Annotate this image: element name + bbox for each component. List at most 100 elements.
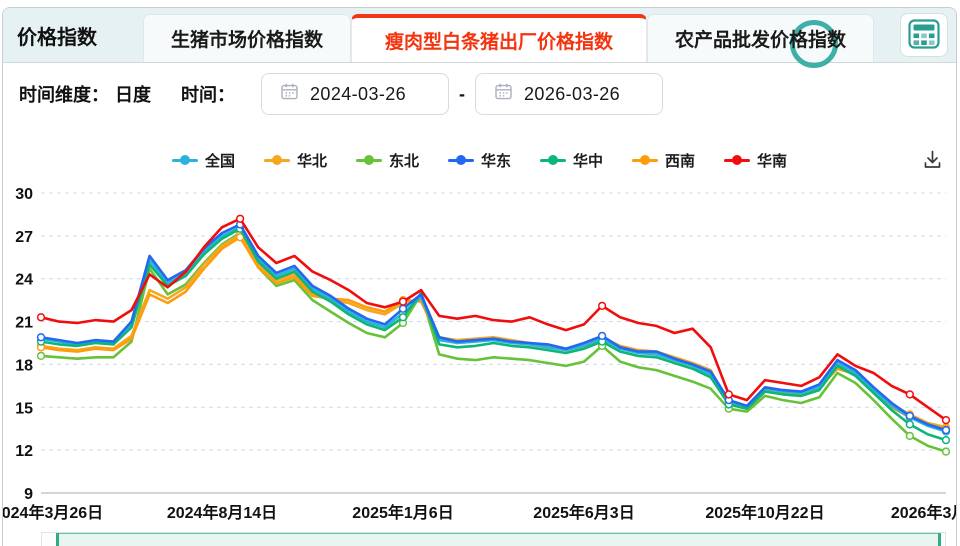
filter-row: 时间维度： 日度 时间： 2024-03-26 -: [3, 63, 956, 125]
x-tick-label: 2025年10月22日: [705, 503, 824, 522]
y-tick-label: 12: [15, 443, 33, 460]
y-tick-label: 27: [15, 229, 33, 246]
data-point-marker: [597, 337, 607, 346]
table-grid-icon: [908, 18, 940, 52]
data-point-marker: [597, 331, 607, 341]
data-point-marker: [941, 435, 951, 445]
series-line-华中: [39, 227, 948, 442]
data-point-marker: [941, 423, 951, 432]
data-point-marker: [36, 343, 46, 352]
page-title: 价格指数: [17, 26, 97, 49]
calendar-icon: [280, 82, 299, 106]
data-point-marker: [398, 313, 408, 322]
data-point-marker: [398, 318, 408, 328]
ring-decoration-icon: [790, 20, 838, 68]
time-dimension-value[interactable]: 日度: [115, 85, 151, 105]
x-tick-label: 2026年3月16日: [891, 503, 956, 522]
legend-marker-icon: [447, 155, 474, 165]
data-point-marker: [905, 410, 914, 419]
datazoom-handle-left[interactable]: [56, 533, 59, 546]
legend-item-0[interactable]: 全国: [171, 150, 235, 171]
data-point-marker: [941, 425, 951, 435]
data-panel-button[interactable]: [900, 13, 948, 57]
series-line-全国: [39, 226, 948, 433]
datazoom-track[interactable]: [41, 532, 946, 546]
legend-label: 华北: [296, 152, 327, 170]
legend-label: 西南: [665, 152, 696, 170]
data-point-marker: [724, 395, 733, 405]
tab-label: 生猪市场价格指数: [171, 30, 324, 51]
datazoom-handle-right[interactable]: [938, 533, 941, 546]
tab-live-pig-market-index[interactable]: 生猪市场价格指数: [143, 14, 352, 62]
data-point-marker: [597, 334, 607, 343]
series-line-华北: [39, 233, 948, 429]
series-line-华东: [39, 223, 948, 432]
y-tick-label: 30: [15, 186, 33, 203]
data-point-marker: [597, 341, 607, 351]
download-icon: [921, 150, 944, 174]
download-button[interactable]: [921, 148, 944, 174]
tab-agri-wholesale-index[interactable]: 农产品批发价格指数: [647, 14, 875, 62]
data-point-marker: [724, 404, 733, 413]
data-point-marker: [597, 301, 607, 311]
data-point-marker: [905, 413, 914, 422]
data-point-marker: [235, 214, 245, 223]
legend-label: 华南: [757, 152, 788, 170]
data-point-marker: [398, 304, 408, 313]
legend-item-4[interactable]: 华中: [540, 150, 603, 171]
tab-lean-pig-exfactory-index[interactable]: 瘦肉型白条猪出厂价格指数: [351, 14, 648, 62]
data-point-marker: [905, 413, 914, 422]
legend-item-5[interactable]: 西南: [632, 150, 695, 171]
y-tick-label: 15: [15, 400, 33, 417]
legend-label: 全国: [204, 152, 235, 170]
legend-marker-icon: [724, 155, 751, 165]
legend-item-1[interactable]: 华北: [263, 150, 327, 171]
data-point-marker: [235, 224, 245, 233]
legend-label: 华中: [573, 152, 604, 170]
x-tick-label: 2024年8月14日: [167, 503, 277, 522]
data-point-marker: [905, 390, 914, 399]
data-point-marker: [724, 400, 733, 409]
data-point-marker: [235, 230, 245, 239]
data-point-marker: [905, 411, 914, 421]
date-range-separator: -: [459, 83, 465, 104]
time-dimension-label: 时间维度：: [19, 85, 109, 105]
data-point-marker: [235, 228, 245, 238]
y-tick-label: 18: [15, 357, 33, 374]
legend-label: 东北: [388, 152, 419, 170]
data-point-marker: [398, 298, 408, 308]
legend-label: 华东: [480, 152, 511, 170]
data-point-marker: [235, 233, 245, 242]
data-point-marker: [941, 415, 951, 425]
series-line-西南: [39, 236, 948, 431]
data-point-marker: [36, 337, 46, 346]
series-line-东北: [39, 231, 948, 453]
legend-item-3[interactable]: 华东: [447, 150, 511, 171]
tab-label: 农产品批发价格指数: [675, 30, 847, 51]
date-from-value: 2024-03-26: [310, 83, 407, 104]
data-point-marker: [398, 297, 408, 306]
date-from-input[interactable]: 2024-03-26: [261, 73, 449, 115]
data-point-marker: [36, 333, 46, 342]
data-point-marker: [724, 398, 733, 408]
tab-label: 瘦肉型白条猪出厂价格指数: [385, 31, 614, 53]
data-point-marker: [724, 390, 733, 399]
x-tick-label: 2025年1月6日: [352, 503, 453, 522]
data-point-marker: [941, 424, 951, 433]
data-point-marker: [724, 400, 733, 409]
x-tick-label: 2024年3月26日: [3, 503, 103, 522]
tab-bar: 价格指数 生猪市场价格指数 瘦肉型白条猪出厂价格指数 农产品批发价格指数: [3, 8, 956, 68]
y-tick-label: 24: [15, 272, 33, 289]
data-point-marker: [36, 351, 46, 361]
data-point-marker: [235, 223, 245, 232]
calendar-icon: [494, 82, 513, 106]
price-index-card: 价格指数 生猪市场价格指数 瘦肉型白条猪出厂价格指数 农产品批发价格指数: [2, 7, 957, 546]
legend-item-6[interactable]: 华南: [724, 150, 787, 171]
y-tick-label: 9: [24, 486, 33, 503]
data-point-marker: [905, 420, 914, 429]
date-to-input[interactable]: 2026-03-26: [475, 73, 663, 115]
data-point-marker: [597, 333, 607, 342]
datazoom-selection[interactable]: [56, 533, 941, 546]
series-line-华南: [39, 217, 948, 422]
legend-item-2[interactable]: 东北: [355, 150, 419, 171]
